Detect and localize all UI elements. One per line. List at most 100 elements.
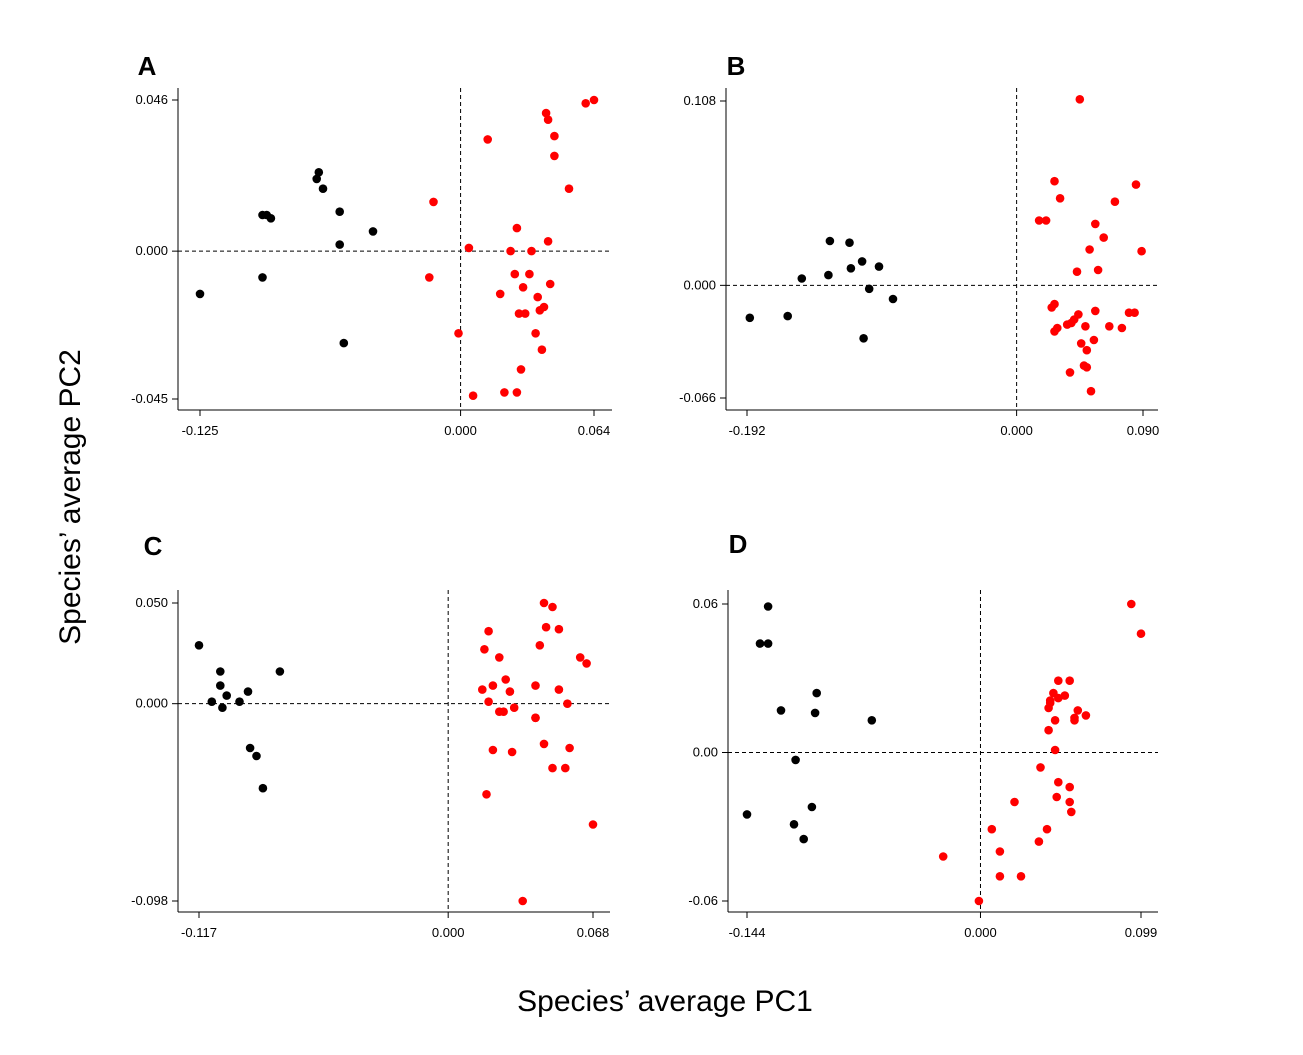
data-point (1065, 782, 1074, 792)
data-point (812, 688, 821, 698)
data-point (1127, 599, 1136, 609)
data-point (545, 279, 555, 289)
data-point (561, 763, 570, 773)
y-tick-label: 0.046 (135, 92, 168, 107)
y-tick-label: -0.098 (131, 893, 168, 908)
data-point (194, 641, 204, 650)
panel-letter: C (144, 531, 163, 561)
y-tick-label: -0.06 (688, 893, 718, 908)
data-point (938, 852, 948, 861)
x-tick-label: -0.144 (729, 925, 766, 940)
data-point (514, 309, 524, 318)
panel-letter: B (727, 51, 746, 81)
data-point (539, 302, 549, 312)
data-point (1130, 308, 1139, 318)
data-point (1081, 322, 1090, 331)
series-black (195, 168, 378, 348)
data-point (565, 743, 574, 753)
data-point (506, 246, 515, 256)
panel-c: C -0.117 0.000 0.068 0.050 0.000 -0.098 (131, 531, 610, 940)
data-point (864, 284, 874, 294)
data-point (518, 896, 527, 906)
data-point (495, 653, 504, 662)
data-point (1091, 219, 1100, 229)
data-point (488, 681, 498, 690)
data-point (245, 743, 255, 753)
data-point (588, 820, 598, 829)
series-red (938, 599, 1146, 906)
data-point (1045, 696, 1055, 705)
x-tick-label: 0.000 (432, 925, 465, 940)
data-point (1034, 837, 1044, 846)
y-axis-title: Species’ average PC2 (54, 349, 87, 645)
y-tick-label: 0.06 (693, 596, 718, 611)
data-point (1065, 676, 1074, 685)
data-point (1050, 745, 1060, 755)
data-point (258, 273, 267, 282)
data-point (745, 313, 755, 323)
data-point (1010, 797, 1019, 807)
data-point (1076, 339, 1086, 348)
data-point (1070, 713, 1079, 723)
data-point (543, 237, 553, 246)
data-point (550, 151, 559, 161)
data-point (1050, 176, 1059, 186)
data-point (509, 703, 519, 712)
data-point (510, 269, 520, 279)
panel-letter: A (138, 51, 157, 81)
data-point (974, 896, 984, 906)
data-point (1110, 197, 1120, 206)
data-point (518, 283, 528, 292)
data-point (1093, 265, 1103, 275)
data-point (1054, 777, 1063, 787)
x-axis-title: Species’ average PC1 (517, 985, 813, 1018)
data-point (218, 703, 227, 712)
data-point (859, 334, 868, 343)
data-point (533, 292, 542, 302)
data-point (454, 329, 463, 338)
data-point (810, 708, 820, 718)
data-point (995, 847, 1005, 856)
x-tick-label: 0.099 (1125, 925, 1158, 940)
data-point (783, 311, 792, 321)
data-point (539, 598, 549, 608)
data-point (516, 365, 526, 374)
data-point (207, 697, 217, 706)
data-point (195, 289, 205, 299)
data-point (216, 667, 225, 676)
data-point (484, 697, 493, 706)
data-point (799, 834, 808, 844)
y-tick-label: -0.066 (679, 390, 716, 405)
data-point (825, 236, 835, 246)
data-point (888, 294, 898, 304)
data-point (575, 653, 585, 662)
data-point (1082, 345, 1092, 355)
data-point (429, 197, 438, 207)
data-point (512, 388, 522, 397)
series-red (425, 95, 599, 401)
series-red (478, 598, 598, 906)
data-point (537, 345, 547, 355)
data-point (1072, 267, 1082, 277)
data-point (314, 168, 324, 177)
x-tick-label: 0.000 (1000, 423, 1033, 438)
data-point (589, 95, 599, 105)
data-point (776, 706, 786, 715)
x-tick-label: 0.090 (1127, 423, 1160, 438)
data-point (807, 802, 817, 812)
data-point (368, 227, 378, 236)
data-point (275, 667, 285, 676)
x-tick-label: -0.192 (729, 423, 766, 438)
y-tick-label: 0.000 (683, 277, 716, 292)
data-point (845, 238, 854, 247)
data-point (763, 639, 773, 648)
data-point (548, 763, 557, 773)
data-point (252, 751, 261, 761)
data-point (1016, 872, 1026, 881)
data-point (763, 602, 773, 611)
series-black (745, 236, 898, 343)
data-point (1054, 693, 1063, 703)
y-tick-label: -0.045 (131, 391, 168, 406)
data-point (1036, 763, 1045, 772)
